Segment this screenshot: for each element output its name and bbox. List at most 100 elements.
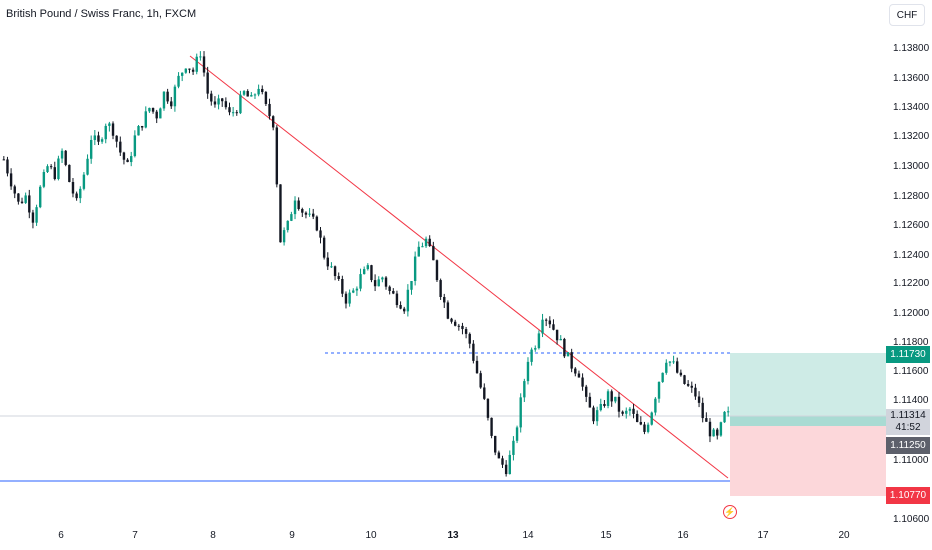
candle-body bbox=[577, 373, 581, 378]
candle-body bbox=[126, 159, 129, 163]
candle-body bbox=[257, 88, 260, 95]
candle-body bbox=[690, 385, 693, 388]
candle-body bbox=[439, 280, 442, 298]
candle-body bbox=[228, 107, 231, 113]
candle-body bbox=[712, 429, 715, 437]
candle-body bbox=[432, 246, 435, 261]
candle-body bbox=[151, 107, 155, 112]
candle-body bbox=[588, 396, 592, 408]
candle-body bbox=[646, 424, 650, 432]
candle-body bbox=[606, 391, 610, 406]
candle-body bbox=[104, 125, 107, 140]
candle-body bbox=[122, 152, 126, 160]
candle-body bbox=[28, 195, 31, 213]
time-tick: 13 bbox=[447, 530, 459, 541]
candle-body bbox=[592, 407, 595, 422]
candle-body bbox=[544, 319, 548, 321]
candle-body bbox=[694, 387, 697, 397]
candle-body bbox=[250, 95, 253, 97]
price-tick: 1.10600 bbox=[893, 514, 930, 525]
time-tick: 17 bbox=[757, 530, 769, 541]
candle-body bbox=[504, 464, 508, 475]
candle-body bbox=[180, 72, 184, 76]
candle-body bbox=[501, 458, 504, 465]
price-tick: 1.12400 bbox=[893, 250, 930, 261]
lightning-icon[interactable]: ⚡ bbox=[723, 505, 737, 519]
price-tick: 1.11800 bbox=[893, 337, 929, 348]
candle-body bbox=[443, 297, 446, 303]
candle-body bbox=[319, 230, 322, 238]
candle-body bbox=[570, 352, 573, 369]
candle-body bbox=[75, 193, 78, 199]
candles-group bbox=[2, 51, 730, 477]
candle-body bbox=[377, 279, 380, 287]
candle-body bbox=[235, 112, 238, 114]
candle-body bbox=[308, 213, 311, 215]
candle-body bbox=[526, 361, 530, 382]
currency-button[interactable]: CHF bbox=[889, 4, 925, 26]
candle-body bbox=[344, 293, 348, 304]
candle-body bbox=[330, 266, 333, 268]
time-tick: 9 bbox=[289, 530, 295, 541]
candle-body bbox=[705, 418, 708, 422]
candle-body bbox=[435, 260, 439, 281]
candle-body bbox=[173, 86, 177, 107]
candle-body bbox=[159, 108, 162, 119]
candle-body bbox=[428, 238, 431, 247]
candle-body bbox=[530, 349, 533, 362]
candle-body bbox=[534, 348, 537, 350]
candle-body bbox=[566, 352, 570, 357]
candle-body bbox=[2, 159, 6, 161]
candle-body bbox=[676, 361, 679, 373]
candle-body bbox=[461, 325, 464, 330]
candle-body bbox=[231, 112, 235, 114]
candle-body bbox=[403, 308, 406, 312]
candle-body bbox=[24, 195, 27, 203]
candle-body bbox=[497, 452, 501, 459]
candle-body bbox=[563, 338, 566, 357]
candle-body bbox=[490, 417, 493, 436]
candle-body bbox=[217, 98, 220, 105]
target-price-tag: 1.11730 bbox=[886, 346, 930, 363]
current-price-value: 1.11314 bbox=[890, 410, 926, 421]
stop-zone[interactable] bbox=[730, 426, 886, 496]
candle-body bbox=[479, 373, 482, 388]
target-zone[interactable] bbox=[730, 353, 886, 416]
trendline[interactable] bbox=[189, 55, 729, 479]
candle-body bbox=[239, 94, 242, 114]
candle-body bbox=[595, 410, 599, 422]
time-tick: 15 bbox=[600, 530, 612, 541]
price-tick: 1.11400 bbox=[893, 395, 929, 406]
candle-body bbox=[650, 412, 653, 425]
candle-body bbox=[64, 150, 67, 165]
candle-body bbox=[86, 158, 89, 175]
candle-body bbox=[304, 212, 308, 215]
candle-body bbox=[89, 139, 93, 159]
candle-body bbox=[202, 56, 206, 73]
candle-body bbox=[388, 286, 391, 291]
candle-body bbox=[548, 320, 552, 325]
candle-body bbox=[133, 135, 137, 157]
candle-body bbox=[635, 413, 639, 423]
candle-body bbox=[515, 427, 519, 441]
price-tick: 1.13400 bbox=[893, 102, 930, 113]
candle-body bbox=[268, 103, 271, 117]
candle-body bbox=[559, 338, 562, 341]
candle-body bbox=[93, 135, 97, 140]
candle-body bbox=[716, 429, 719, 436]
candle-body bbox=[279, 184, 282, 243]
entry-price-tag: 1.11250 bbox=[886, 437, 930, 454]
candle-body bbox=[286, 220, 289, 231]
candle-body bbox=[39, 186, 42, 208]
candle-body bbox=[79, 188, 82, 199]
candle-body bbox=[155, 111, 158, 119]
candle-body bbox=[355, 288, 359, 291]
candle-body bbox=[275, 127, 279, 185]
candle-body bbox=[6, 159, 9, 174]
candle-body bbox=[468, 333, 471, 344]
candle-body bbox=[293, 200, 297, 215]
candle-body bbox=[373, 280, 377, 287]
candle-body bbox=[661, 372, 664, 382]
candle-body bbox=[301, 209, 304, 213]
